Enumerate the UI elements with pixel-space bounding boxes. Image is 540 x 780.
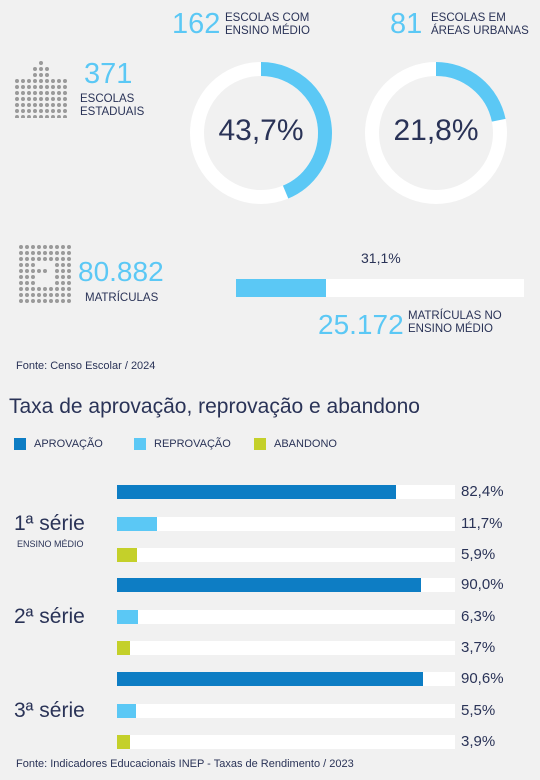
group-label: 2ª série [14, 605, 85, 628]
bar-track [117, 703, 455, 718]
bar-track [117, 609, 455, 624]
schools-urban-label: ESCOLAS EM ÁREAS URBANAS [431, 12, 529, 37]
group-label: 1ª série [14, 512, 85, 535]
bar-reprovacao [117, 609, 139, 624]
bar-value-label: 5,9% [461, 546, 496, 563]
bar-aprovacao [117, 672, 424, 686]
donut-schools-high-label: 43,7% [218, 114, 304, 147]
schools-urban-value: 81 [390, 8, 423, 40]
bar-value-label: 3,7% [461, 639, 496, 656]
schools-high-value: 162 [172, 8, 221, 40]
bar-aprovacao [117, 485, 396, 499]
legend-swatch [14, 438, 26, 450]
legend-swatch [134, 438, 146, 450]
donut-arc [190, 62, 332, 204]
group-label: 3ª série [14, 699, 85, 722]
schools-state-value: 371 [84, 58, 133, 90]
legend-reprovacao: REPROVAÇÃO [134, 438, 231, 450]
source-top: Fonte: Censo Escolar / 2024 [16, 360, 156, 372]
donut-schools-high [190, 62, 332, 204]
school-dots-icon [15, 61, 67, 118]
bar-track [117, 735, 455, 749]
legend-aprovacao: APROVAÇÃO [14, 438, 103, 450]
schools-state-label: ESCOLAS ESTADUAIS [80, 93, 145, 118]
enrollments-high-bar-fill [236, 279, 326, 297]
bar-value-label: 11,7% [461, 514, 503, 532]
schools-high-label: ESCOLAS COM ENSINO MÉDIO [225, 12, 310, 37]
bar-track [117, 485, 455, 499]
bar-track [117, 516, 455, 531]
bar-track [117, 578, 455, 592]
bar-abandono [117, 735, 131, 749]
donut-arc [365, 62, 507, 204]
enrollments-label: MATRÍCULAS [85, 292, 159, 304]
bar-value-label: 6,3% [461, 607, 496, 625]
enrollments-high-bar [236, 279, 524, 297]
enrollments-high-value: 25.172 [318, 309, 404, 340]
legend-swatch [254, 438, 266, 450]
bar-abandono [117, 641, 130, 655]
enrollment-dots-icon [19, 245, 71, 303]
group-sublabel: ENSINO MÉDIO [17, 539, 84, 549]
bar-reprovacao [117, 516, 157, 531]
bar-abandono [117, 548, 137, 562]
bar-value-label: 5,5% [461, 701, 496, 719]
enrollments-high-percent: 31,1% [361, 250, 401, 266]
source-bottom: Fonte: Indicadores Educacionais INEP - T… [16, 758, 354, 770]
bar-reprovacao [117, 703, 136, 718]
bar-track [117, 672, 455, 686]
bar-track [117, 641, 455, 655]
bar-track [117, 548, 455, 562]
bar-value-label: 3,9% [461, 733, 496, 750]
donut-schools-urban [365, 62, 507, 204]
bar-value-label: 90,0% [461, 576, 504, 593]
bar-value-label: 82,4% [461, 483, 504, 500]
bar-value-label: 90,6% [461, 670, 504, 687]
enrollments-value: 80.882 [78, 256, 164, 287]
legend-abandono: ABANDONO [254, 438, 337, 450]
enrollments-high-label: MATRÍCULAS NO ENSINO MÉDIO [408, 310, 502, 335]
donut-schools-urban-label: 21,8% [393, 114, 479, 147]
chart-title: Taxa de aprovação, reprovação e abandono [9, 395, 420, 418]
bar-aprovacao [117, 578, 422, 592]
